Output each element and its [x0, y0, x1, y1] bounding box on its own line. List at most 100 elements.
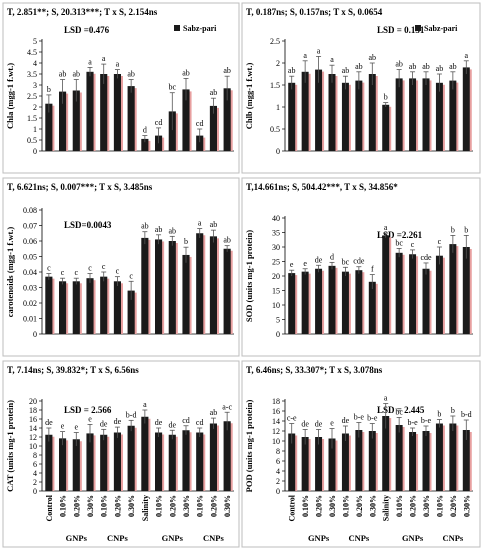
bar	[100, 276, 108, 334]
significance-letter: b	[47, 85, 51, 94]
significance-letter: d	[330, 252, 334, 261]
bar	[382, 416, 390, 491]
bar	[182, 254, 190, 334]
bar	[182, 430, 190, 491]
x-tick-label: Control	[288, 494, 297, 521]
significance-letter: b-d	[126, 410, 137, 419]
y-tick-label: 0.07	[23, 222, 37, 231]
significance-letter: a	[317, 46, 321, 55]
significance-letter: de	[155, 418, 163, 427]
y-tick-label: 2	[33, 103, 37, 112]
y-tick-label: 4	[276, 467, 280, 476]
significance-letter: b-e	[367, 414, 378, 423]
bar	[288, 82, 296, 151]
significance-letter: ab	[169, 226, 177, 235]
significance-letter: c	[411, 240, 415, 249]
x-tick-label: 0.30%	[328, 495, 337, 517]
bar	[127, 290, 135, 334]
significance-letter: b	[384, 93, 388, 102]
significance-letter: d	[143, 126, 147, 135]
y-tick-label: 35	[272, 229, 280, 238]
y-tick-label: 40	[272, 214, 280, 223]
y-tick-label: 20	[29, 397, 37, 406]
y-tick-label: 20	[272, 272, 280, 281]
y-tick-label: 8	[276, 447, 280, 456]
bar	[355, 430, 363, 491]
y-tick-label: 0.01	[23, 315, 37, 324]
bar	[288, 433, 296, 491]
significance-letter: bc	[169, 83, 177, 92]
bar	[59, 438, 67, 491]
y-tick-label: 0.03	[23, 284, 37, 293]
significance-letter: ab	[73, 70, 81, 79]
chart-panel-3: T, 6.621ns; S, 0.007***; T x S, 3.485ns 0…	[2, 177, 240, 357]
significance-letter: de	[45, 418, 53, 427]
bar	[328, 74, 336, 151]
stats-label: T, 6.46ns; S, 33.307*; T x S, 3.078ns	[246, 365, 383, 375]
bar	[127, 86, 135, 151]
significance-letter: a	[384, 394, 388, 403]
significance-letter: a	[303, 51, 307, 60]
y-tick-label: 6	[276, 457, 280, 466]
y-tick-label: 5	[33, 37, 37, 46]
stats-label: T, 0.187ns; S, 0.157ns; T x S, 0.0654	[246, 7, 383, 17]
chart-panel-5: T, 7.14ns; S, 39.832*; T x S, 6.56ns 0246…	[2, 360, 240, 548]
bar	[341, 82, 349, 151]
bar	[301, 271, 309, 334]
bar	[100, 434, 108, 491]
significance-letter: ab	[141, 222, 149, 231]
bar	[168, 111, 176, 151]
bar	[223, 248, 231, 334]
significance-letter: c	[438, 237, 442, 246]
x-tick-label: 0.10%	[59, 495, 68, 517]
x-tick-label: 0.10%	[395, 495, 404, 517]
significance-letter: c	[75, 268, 79, 277]
legend-label: Sabz-pari	[183, 24, 217, 33]
x-group-label: GNPs	[402, 533, 424, 543]
significance-letter: a	[330, 55, 334, 64]
y-tick-label: 18	[272, 397, 280, 406]
significance-letter: ab	[223, 66, 231, 75]
bar	[395, 425, 403, 491]
bar	[155, 239, 163, 334]
bar	[422, 268, 430, 334]
x-tick-label: Control	[45, 494, 54, 521]
y-tick-label: 0.08	[23, 206, 37, 215]
bar	[341, 433, 349, 491]
y-tick-label: 6	[33, 460, 37, 469]
chart-panel-4: T,14.661ns; S, 504.42***, T x S, 34.856*…	[241, 177, 481, 357]
panel-border	[2, 360, 240, 548]
significance-letter: cd	[196, 418, 204, 427]
lsd-label: LSD = 2.445	[377, 405, 425, 415]
y-tick-label: 15	[272, 287, 280, 296]
significance-letter: a	[143, 400, 147, 409]
x-tick-label: 0.20%	[168, 495, 177, 517]
bar	[168, 434, 176, 491]
x-tick-label: 0.20%	[355, 495, 364, 517]
bar	[59, 91, 67, 151]
lsd-label: LSD = 2.566	[64, 405, 112, 415]
bar	[462, 67, 470, 151]
bar	[422, 78, 430, 151]
chart-panel-6: T, 6.46ns; S, 33.307*; T x S, 3.078ns 024…	[241, 360, 481, 548]
significance-letter: ab	[395, 60, 403, 69]
bar	[409, 78, 417, 151]
y-tick-label: 1.5	[270, 81, 280, 90]
significance-letter: a	[102, 54, 106, 63]
significance-letter: de	[342, 416, 350, 425]
significance-letter: ab	[210, 408, 218, 417]
significance-letter: a	[116, 60, 120, 69]
bar	[141, 416, 149, 491]
bar	[409, 432, 417, 491]
panel-border	[241, 2, 481, 174]
lsd-label: LSD=0.0043	[64, 220, 112, 230]
bar	[328, 265, 336, 334]
significance-letter: a	[465, 51, 469, 60]
y-tick-label: 30	[272, 243, 280, 252]
bar	[45, 434, 53, 491]
y-tick-label: 10	[272, 437, 280, 446]
bar	[315, 268, 323, 334]
x-tick-label: 0.20%	[72, 495, 81, 517]
bar	[196, 135, 204, 151]
